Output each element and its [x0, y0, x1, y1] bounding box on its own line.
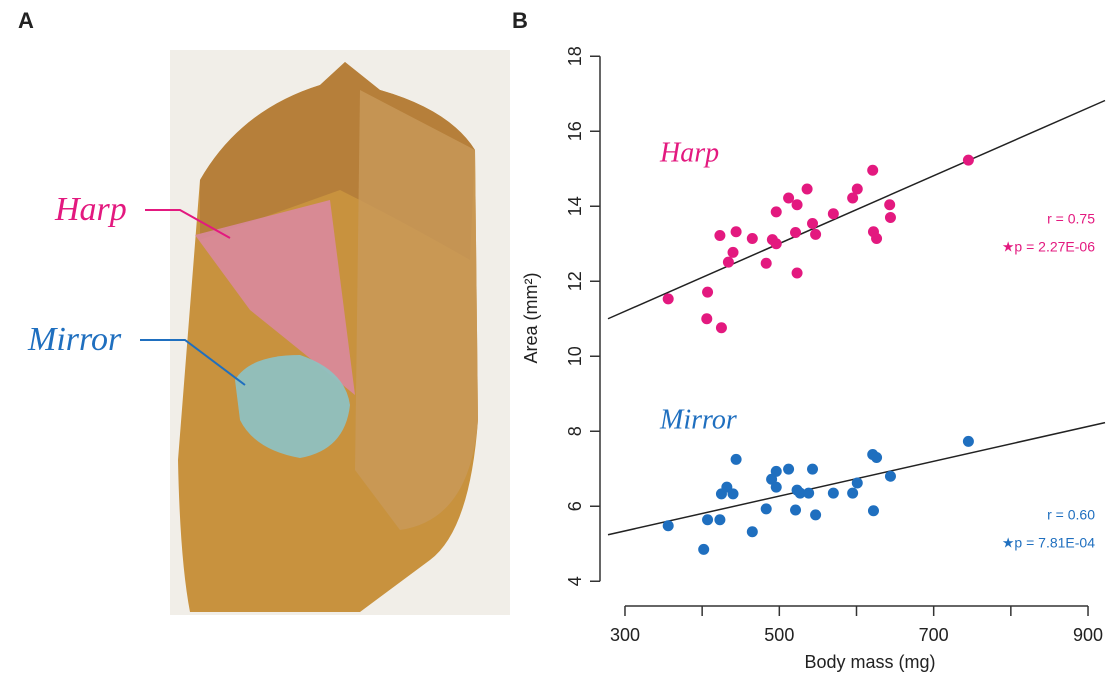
point — [802, 184, 813, 195]
point — [884, 199, 895, 210]
point — [871, 452, 882, 463]
r-label: r = 0.60 — [1047, 507, 1095, 523]
point — [867, 165, 878, 176]
point — [810, 509, 821, 520]
x-tick-label: 300 — [610, 625, 640, 645]
mirror-callout: Mirror — [27, 321, 122, 358]
point — [728, 488, 739, 499]
point — [810, 229, 821, 240]
point — [847, 488, 858, 499]
point — [790, 227, 801, 238]
harp-callout: Harp — [54, 191, 127, 228]
y-tick-label: 12 — [565, 271, 585, 291]
x-tick-label: 900 — [1073, 625, 1103, 645]
point — [803, 488, 814, 499]
point — [698, 544, 709, 555]
y-axis-label: Area (mm²) — [521, 273, 541, 364]
point — [663, 520, 674, 531]
panel-label: A — [18, 8, 34, 33]
point — [702, 514, 713, 525]
point — [852, 478, 863, 489]
x-tick-label: 500 — [764, 625, 794, 645]
point — [828, 208, 839, 219]
point — [771, 482, 782, 493]
point — [714, 230, 725, 241]
y-tick-label: 14 — [565, 196, 585, 216]
point — [828, 488, 839, 499]
y-tick-label: 6 — [565, 501, 585, 511]
point — [723, 257, 734, 268]
p-label: ★p = 2.27E-06 — [1002, 239, 1095, 255]
panel-label: B — [512, 8, 528, 33]
y-tick-label: 8 — [565, 426, 585, 436]
point — [714, 514, 725, 525]
x-axis-label: Body mass (mg) — [804, 652, 935, 672]
point — [702, 287, 713, 298]
point — [963, 436, 974, 447]
point — [792, 199, 803, 210]
point — [790, 505, 801, 516]
point — [716, 322, 727, 333]
point — [663, 293, 674, 304]
point — [731, 454, 742, 465]
y-tick-label: 10 — [565, 346, 585, 366]
r-label: r = 0.75 — [1047, 211, 1095, 227]
point — [701, 313, 712, 324]
point — [885, 212, 896, 223]
point — [761, 503, 772, 514]
y-tick-label: 4 — [565, 576, 585, 586]
wing-veins — [355, 90, 478, 530]
point — [792, 268, 803, 279]
point — [807, 218, 818, 229]
point — [747, 526, 758, 537]
y-tick-label: 18 — [565, 46, 585, 66]
panel-a: A Harp Mirror — [18, 8, 510, 615]
point — [771, 206, 782, 217]
point — [747, 233, 758, 244]
page: A Harp Mirror B Body mass (mg) Area (mm²… — [0, 0, 1118, 682]
figure: A Harp Mirror B Body mass (mg) Area (mm²… — [0, 0, 1118, 682]
point — [728, 247, 739, 258]
x-tick-label: 700 — [919, 625, 949, 645]
point — [868, 505, 879, 516]
point — [783, 464, 794, 475]
point — [963, 155, 974, 166]
fit-line — [608, 101, 1105, 319]
series-label: Harp — [659, 137, 719, 168]
point — [871, 233, 882, 244]
y-tick-label: 16 — [565, 121, 585, 141]
p-label: ★p = 7.81E-04 — [1002, 535, 1095, 551]
point — [771, 466, 782, 477]
point — [761, 258, 772, 269]
point — [852, 184, 863, 195]
point — [771, 238, 782, 249]
point — [807, 464, 818, 475]
point — [731, 226, 742, 237]
point — [885, 471, 896, 482]
series-label: Mirror — [659, 404, 737, 435]
